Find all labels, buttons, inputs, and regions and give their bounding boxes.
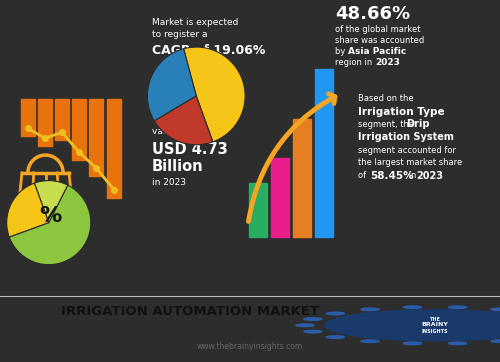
Bar bbox=[315, 69, 333, 237]
Text: in: in bbox=[406, 171, 419, 180]
Text: region in: region in bbox=[335, 58, 375, 67]
Bar bbox=[55, 99, 69, 140]
Wedge shape bbox=[9, 185, 91, 265]
Text: by: by bbox=[335, 47, 348, 56]
Text: Based on the: Based on the bbox=[358, 94, 414, 103]
Text: segment, the: segment, the bbox=[358, 120, 417, 129]
Circle shape bbox=[304, 318, 322, 320]
Circle shape bbox=[326, 336, 344, 338]
Bar bbox=[107, 99, 121, 198]
Text: Billion: Billion bbox=[152, 159, 204, 174]
Bar bbox=[72, 99, 86, 160]
Text: Asia Pacific: Asia Pacific bbox=[348, 47, 406, 56]
Bar bbox=[21, 99, 35, 136]
Text: Drip: Drip bbox=[406, 119, 429, 130]
Text: Irrigation Type: Irrigation Type bbox=[358, 107, 444, 117]
Circle shape bbox=[448, 306, 466, 308]
Wedge shape bbox=[154, 96, 213, 145]
Bar bbox=[293, 118, 311, 237]
Text: INSIGHTS: INSIGHTS bbox=[422, 329, 448, 334]
Text: THE: THE bbox=[430, 317, 440, 322]
Circle shape bbox=[304, 330, 322, 333]
Text: BRAINY: BRAINY bbox=[422, 322, 448, 327]
Text: Market is expected: Market is expected bbox=[152, 18, 238, 27]
Text: IRRIGATION AUTOMATION MARKET: IRRIGATION AUTOMATION MARKET bbox=[61, 305, 319, 318]
Bar bbox=[38, 99, 52, 146]
Text: 2023: 2023 bbox=[375, 58, 400, 67]
Circle shape bbox=[361, 308, 379, 311]
Circle shape bbox=[404, 342, 421, 345]
Text: segment accounted for: segment accounted for bbox=[358, 146, 456, 155]
Text: share was accounted: share was accounted bbox=[335, 36, 424, 45]
Bar bbox=[249, 183, 267, 237]
Circle shape bbox=[491, 340, 500, 342]
Circle shape bbox=[361, 340, 379, 342]
Text: in 2023: in 2023 bbox=[152, 178, 186, 187]
Wedge shape bbox=[34, 181, 68, 223]
Wedge shape bbox=[6, 183, 48, 237]
Text: www.thebrainyinsights.com: www.thebrainyinsights.com bbox=[197, 342, 303, 351]
Text: of the global market: of the global market bbox=[335, 25, 420, 34]
Text: 2023: 2023 bbox=[416, 171, 443, 181]
Wedge shape bbox=[184, 47, 245, 142]
Bar bbox=[89, 99, 103, 176]
Text: of: of bbox=[358, 171, 369, 180]
Text: Irrigation System: Irrigation System bbox=[358, 132, 454, 142]
Text: %: % bbox=[40, 206, 62, 226]
Text: the largest market share: the largest market share bbox=[358, 159, 462, 168]
Circle shape bbox=[448, 342, 466, 345]
Text: The market was: The market was bbox=[152, 114, 224, 123]
Bar bbox=[271, 158, 289, 237]
Text: valued at: valued at bbox=[152, 127, 194, 136]
Circle shape bbox=[326, 312, 344, 315]
Circle shape bbox=[404, 306, 421, 308]
Text: CAGR of 19.06%: CAGR of 19.06% bbox=[152, 44, 266, 57]
Circle shape bbox=[491, 308, 500, 311]
Wedge shape bbox=[148, 49, 196, 121]
Text: 48.66%: 48.66% bbox=[335, 5, 410, 23]
Text: 58.45%: 58.45% bbox=[370, 171, 414, 181]
Circle shape bbox=[296, 324, 314, 327]
Text: to register a: to register a bbox=[152, 30, 208, 39]
Text: USD 4.73: USD 4.73 bbox=[152, 142, 228, 157]
Circle shape bbox=[325, 310, 500, 341]
